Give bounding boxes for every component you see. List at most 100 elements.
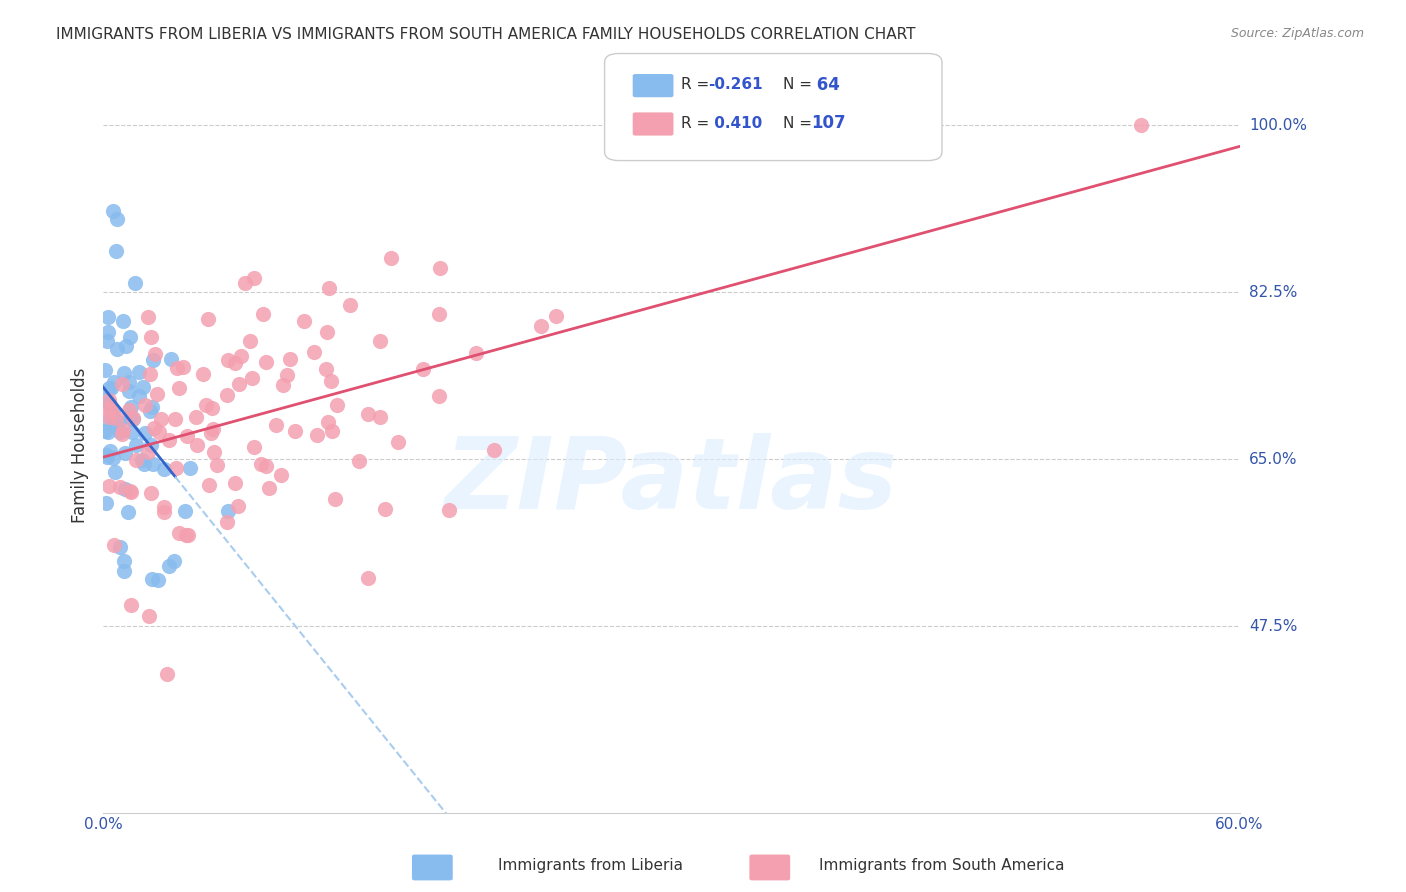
Point [94,496,117,510]
Point [156,667,179,681]
Point [98,444,121,458]
Text: N =: N = [783,78,817,92]
Point [252,307,274,321]
Point [254,459,277,474]
Point [121,425,143,439]
Point [96,450,118,464]
Point [174,504,197,518]
Point [142,421,165,435]
Point [315,362,337,376]
Text: -0.261: -0.261 [709,78,763,92]
Point [97,401,120,416]
Point [138,310,160,324]
Point [200,425,222,440]
Text: 82.5%: 82.5% [1249,285,1298,300]
Point [427,307,450,321]
Point [226,499,249,513]
Text: 64: 64 [811,76,841,94]
Point [112,564,135,578]
Point [146,387,169,401]
Point [120,485,142,500]
Point [101,404,124,418]
Point [136,444,159,458]
Point [165,461,187,475]
Point [138,404,160,418]
Point [357,571,380,585]
Point [243,440,266,454]
Point [108,540,131,554]
Point [217,504,239,518]
Point [97,392,120,407]
Point [292,313,315,327]
Text: 65.0%: 65.0% [1249,452,1298,467]
Point [105,212,128,227]
Point [114,445,136,459]
Point [124,277,146,291]
Point [254,354,277,368]
Point [122,410,145,425]
Point [98,396,121,410]
Point [132,457,155,471]
Point [141,572,163,586]
Point [370,409,392,424]
Point [111,423,134,437]
Point [145,347,167,361]
Point [103,375,125,389]
Point [118,384,141,399]
Point [157,434,180,448]
Point [412,362,434,376]
Point [125,452,148,467]
Point [103,538,125,552]
Text: N =: N = [783,116,817,130]
Point [239,334,262,348]
Point [257,481,280,495]
Point [202,444,225,458]
Point [132,380,155,394]
Point [117,506,139,520]
Point [176,528,198,542]
Point [356,407,378,421]
Point [201,422,224,436]
Point [94,392,117,407]
Text: ZIPatlas: ZIPatlas [444,434,898,530]
Point [368,334,391,348]
Point [111,376,134,391]
Point [131,453,153,467]
Point [179,460,201,475]
Point [157,559,180,574]
Point [276,368,298,383]
Text: IMMIGRANTS FROM LIBERIA VS IMMIGRANTS FROM SOUTH AMERICA FAMILY HOUSEHOLDS CORRE: IMMIGRANTS FROM LIBERIA VS IMMIGRANTS FR… [56,27,915,42]
Point [231,350,253,364]
Point [120,411,142,425]
Point [100,381,122,395]
Text: R =: R = [681,116,714,130]
Point [148,573,170,587]
Point [138,609,160,624]
Text: R =: R = [681,78,714,92]
Point [278,351,301,366]
Point [374,501,396,516]
Point [339,298,361,312]
Point [120,330,142,344]
Point [465,346,488,360]
Point [1130,118,1153,132]
Point [169,526,191,541]
Point [186,438,208,452]
Point [215,515,238,529]
Text: 47.5%: 47.5% [1249,619,1298,634]
Point [103,450,125,465]
Point [270,467,292,482]
Point [323,491,346,506]
Point [302,345,325,359]
Point [215,387,238,401]
Point [94,424,117,438]
Point [160,352,183,367]
Point [264,418,287,433]
Point [128,365,150,379]
Point [316,415,339,429]
Point [166,361,188,376]
Point [112,554,135,568]
Point [437,503,460,517]
Point [165,412,187,426]
Point [197,478,219,492]
